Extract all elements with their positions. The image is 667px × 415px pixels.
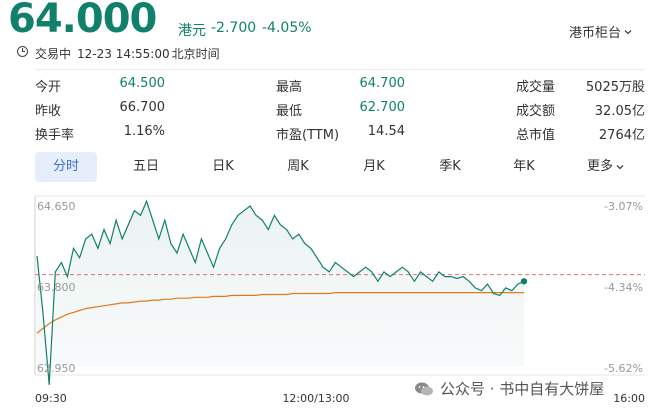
stat-value-prev-close: 66.700 xyxy=(119,100,166,115)
tab-week-k[interactable]: 周K xyxy=(287,159,309,174)
x-tick-midday: 12:00/13:00 xyxy=(282,392,349,405)
watermark: 公众号 · 书中自有大饼屋 xyxy=(414,378,604,399)
tab-day-k[interactable]: 日K xyxy=(212,159,234,174)
chart-period-tabs: 分时 五日 日K 周K 月K 季K 年K 更多 xyxy=(35,152,645,182)
stat-value-pe-ttm: 14.54 xyxy=(367,124,405,139)
chevron-down-icon xyxy=(624,29,632,34)
intraday-chart[interactable]: 64.650 63.800 62.950 -3.07% -4.34% -5.62… xyxy=(0,190,667,415)
tab-month-k[interactable]: 月K xyxy=(363,159,385,174)
price-change-percent: -4.05% xyxy=(262,20,312,36)
tab-five-day[interactable]: 五日 xyxy=(132,159,159,174)
x-tick-close: 16:00 xyxy=(613,392,645,405)
stat-value-market-cap: 2764亿 xyxy=(598,128,645,143)
price-line xyxy=(36,199,525,385)
stat-label-prev-close: 昨收 xyxy=(35,104,62,119)
y-tick-right-top: -3.07% xyxy=(604,200,643,213)
stat-label-turnover: 成交额 xyxy=(516,104,556,119)
y-tick-right-mid: -4.34% xyxy=(604,281,643,294)
clock-icon xyxy=(17,46,28,57)
counter-label: 港币柜台 xyxy=(569,26,622,41)
price-area-fill xyxy=(37,201,524,385)
stat-label-market-cap: 总市值 xyxy=(516,128,556,143)
tab-intraday[interactable]: 分时 xyxy=(35,152,97,182)
trading-status: 交易中 12-23 14:55:00 北京时间 xyxy=(35,45,220,62)
stat-label-pe-ttm: 市盈(TTM) xyxy=(276,128,340,143)
currency-label: 港元 xyxy=(178,23,206,39)
average-price-line xyxy=(36,292,524,334)
stat-value-volume: 5025万股 xyxy=(585,80,645,95)
tab-quarter-k[interactable]: 季K xyxy=(439,159,461,174)
y-tick-left-top: 64.650 xyxy=(37,200,76,213)
y-tick-left-bottom: 62.950 xyxy=(37,362,76,375)
status-text: 交易中 xyxy=(35,47,72,61)
stat-label-high: 最高 xyxy=(276,80,303,95)
stat-value-low: 62.700 xyxy=(359,100,406,115)
counter-switch-button[interactable]: 港币柜台 xyxy=(569,22,633,41)
chevron-down-icon xyxy=(616,165,624,170)
stat-value-high: 64.700 xyxy=(359,76,406,91)
tab-more[interactable]: 更多 xyxy=(575,152,637,182)
status-datetime: 12-23 14:55:00 xyxy=(77,46,170,61)
divider xyxy=(35,69,645,70)
tab-more-label: 更多 xyxy=(586,159,613,174)
stats-grid: 今开 64.500 最高 64.700 成交量 5025万股 昨收 66.700… xyxy=(0,0,667,150)
stat-value-turnover-rate: 1.16% xyxy=(123,124,165,139)
wechat-icon xyxy=(415,382,433,395)
tab-year-k[interactable]: 年K xyxy=(513,159,535,174)
watermark-text: 公众号 · 书中自有大饼屋 xyxy=(440,380,605,398)
last-price: 64.000 xyxy=(8,0,157,42)
price-change: -2.700 xyxy=(211,20,257,36)
stat-label-open: 今开 xyxy=(35,80,62,95)
stat-label-turnover-rate: 换手率 xyxy=(35,128,75,143)
stat-value-turnover: 32.05亿 xyxy=(594,104,645,119)
stat-label-low: 最低 xyxy=(276,104,303,119)
stat-label-volume: 成交量 xyxy=(516,80,556,95)
last-price-dot xyxy=(520,278,528,285)
status-timezone: 北京时间 xyxy=(171,47,220,61)
y-tick-right-bottom: -5.62% xyxy=(604,362,643,375)
y-tick-left-mid: 63.800 xyxy=(37,281,76,294)
x-tick-open: 09:30 xyxy=(35,392,67,405)
stat-value-open: 64.500 xyxy=(119,76,166,91)
